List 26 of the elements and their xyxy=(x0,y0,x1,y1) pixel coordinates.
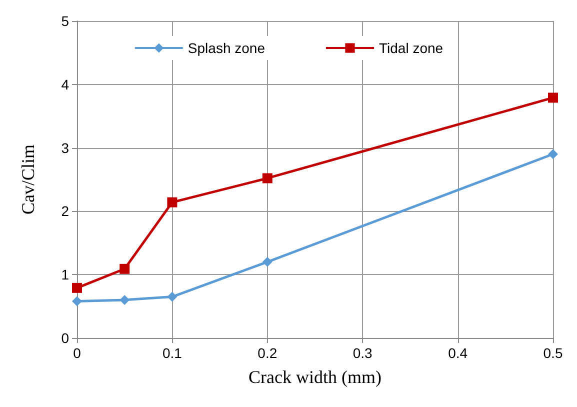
point xyxy=(72,282,82,293)
point xyxy=(548,149,558,160)
x-tick-label: 0.2 xyxy=(258,345,278,361)
y-tick-label: 3 xyxy=(61,140,70,156)
legend-label: Tidal zone xyxy=(378,40,444,56)
y-axis-title: Cav/Clim xyxy=(18,144,38,215)
y-tick-label: 2 xyxy=(61,203,70,220)
point xyxy=(167,292,178,302)
point xyxy=(167,197,178,208)
point xyxy=(262,256,272,267)
point xyxy=(72,296,82,306)
y-tick-label: 4 xyxy=(61,76,70,92)
y-tick-label: 0 xyxy=(61,330,70,346)
x-tick-label: 0.4 xyxy=(448,345,468,361)
x-tick-label: 0.1 xyxy=(162,345,182,361)
point xyxy=(548,92,558,103)
x-tick-label: 0.5 xyxy=(543,345,563,361)
x-axis-title: Crack width (mm) xyxy=(248,367,382,387)
y-tick-label: 1 xyxy=(61,266,70,283)
point xyxy=(120,294,130,305)
x-tick-label: 0 xyxy=(73,345,82,361)
point xyxy=(262,173,272,184)
x-tick-label: 0.3 xyxy=(352,345,373,361)
point xyxy=(120,264,130,274)
y-tick-label: 5 xyxy=(61,13,70,29)
legend-label: Splash zone xyxy=(188,40,266,56)
